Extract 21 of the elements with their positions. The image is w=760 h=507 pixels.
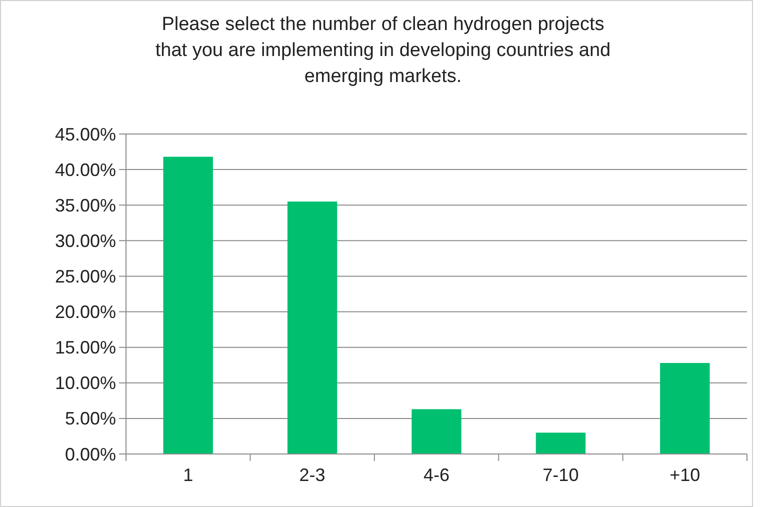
x-tick-label: 2-3 — [299, 465, 326, 485]
x-tick-label: +10 — [670, 465, 700, 485]
x-tick-label: 1 — [183, 465, 194, 485]
y-tick-label: 30.00% — [54, 230, 116, 251]
y-tick-label: 5.00% — [64, 408, 116, 429]
chart-title: Please select the number of clean hydrogen projects that you are implementing in developing countries and emerging markets. — [155, 14, 611, 87]
bar — [287, 202, 338, 454]
y-tick-label: 20.00% — [54, 302, 116, 322]
y-tick-label: 25.00% — [54, 266, 116, 287]
y-tick-label: 15.00% — [54, 338, 116, 358]
y-tick-label: 10.00% — [54, 373, 116, 394]
x-tick-label: 4-6 — [423, 465, 450, 485]
y-tick-label: 45.00% — [54, 124, 116, 144]
bar — [660, 362, 710, 454]
y-tick-label: 0.00% — [64, 444, 116, 464]
y-tick-label: 35.00% — [54, 195, 116, 216]
bar — [536, 432, 586, 454]
y-tick-label: 40.00% — [54, 160, 116, 180]
x-tick-label: 7-10 — [542, 465, 579, 485]
bar — [163, 156, 213, 454]
bar — [412, 409, 462, 454]
